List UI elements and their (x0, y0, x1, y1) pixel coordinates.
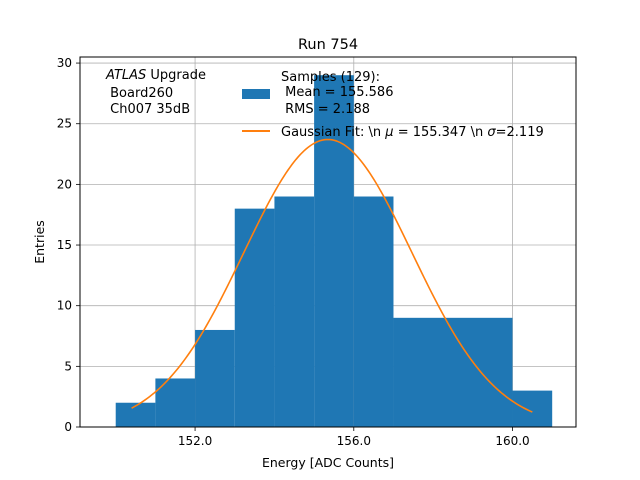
fit-label-prefix: Gaussian Fit: \n (281, 125, 385, 140)
y-tick-label: 30 (57, 56, 72, 70)
y-tick-label: 20 (57, 177, 72, 191)
x-axis-label: Energy [ADC Counts] (262, 455, 394, 470)
histogram-bar (512, 390, 553, 427)
atlas-annotation: ATLAS Upgrade Board260 Ch007 35dB (105, 68, 206, 117)
legend: Samples (129): Mean = 155.586 RMS = 2.18… (242, 70, 544, 140)
histogram-bar (234, 208, 275, 427)
legend-rms-label: RMS = 2.188 (281, 102, 370, 117)
histogram-bars (115, 75, 553, 428)
legend-histogram-patch (242, 89, 270, 99)
y-tick-label: 10 (57, 299, 72, 313)
histogram-bar (274, 196, 315, 427)
gaussian-fit-curve (131, 138, 533, 413)
chart-title: Run 754 (298, 37, 358, 53)
y-tick-label: 5 (64, 359, 72, 373)
y-tick-label: 15 (57, 238, 72, 252)
annotation-upgrade: Upgrade (146, 68, 206, 83)
fit-sigma-text: =2.119 (496, 125, 544, 140)
y-tick-label: 0 (64, 420, 72, 434)
plot-frame (79, 56, 577, 428)
atlas-italic: ATLAS (105, 68, 146, 83)
axis-ticks: 152.0 156.0 160.0 0 5 10 15 20 25 30 (57, 56, 530, 448)
histogram-bar (393, 317, 513, 427)
x-tick-label: 152.0 (178, 434, 212, 448)
x-tick-label: 160.0 (495, 434, 529, 448)
y-axis-label: Entries (32, 220, 47, 264)
annotation-channel: Ch007 35dB (106, 102, 190, 117)
legend-fit-label: Gaussian Fit: \n μ = 155.347 \n σ=2.119 (281, 125, 544, 140)
fit-mu-text: = 155.347 \n (394, 125, 488, 140)
histogram-bar (353, 196, 394, 427)
annotation-board: Board260 (106, 86, 173, 101)
fit-mu-symbol: μ (384, 125, 393, 140)
legend-mean-label: Mean = 155.586 (281, 85, 393, 100)
legend-samples-label: Samples (129): (281, 70, 380, 85)
histogram-bar (195, 329, 235, 427)
histogram-bar (314, 75, 354, 428)
y-tick-label: 25 (57, 117, 72, 131)
annotation-line-1: ATLAS Upgrade (105, 68, 206, 83)
x-tick-label: 156.0 (337, 434, 371, 448)
fit-sigma-symbol: σ (487, 125, 496, 140)
